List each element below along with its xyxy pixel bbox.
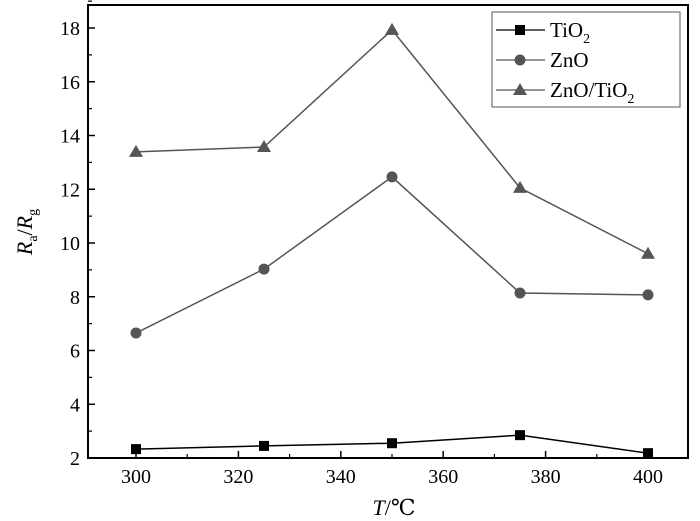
data-point <box>514 287 526 299</box>
data-point <box>513 180 527 193</box>
series-zno <box>130 171 654 339</box>
series-zno-tio2 <box>129 22 655 259</box>
x-tick-label: 360 <box>428 466 458 488</box>
y-tick-label: 4 <box>70 394 80 416</box>
data-point <box>642 289 654 301</box>
data-point <box>257 140 271 153</box>
y-tick-label: 10 <box>60 233 80 255</box>
x-tick-label: 380 <box>531 466 561 488</box>
data-point <box>258 263 270 275</box>
series-line <box>135 175 649 334</box>
y-tick-label: 14 <box>60 126 80 148</box>
data-point <box>387 438 397 449</box>
legend-label: ZnO/TiO2 <box>550 78 634 107</box>
data-point <box>385 22 399 35</box>
data-point <box>515 430 525 441</box>
legend-marker <box>514 54 526 66</box>
data-point <box>259 440 269 451</box>
series-tio2 <box>131 430 653 459</box>
y-tick-label: 18 <box>60 18 80 40</box>
data-point <box>643 448 653 459</box>
data-point <box>386 171 398 183</box>
data-point <box>129 144 143 157</box>
y-tick-label: 8 <box>70 287 80 309</box>
y-tick-label: 16 <box>60 72 80 94</box>
data-point <box>131 444 141 455</box>
data-point <box>641 246 655 259</box>
y-tick-label: 12 <box>60 179 80 201</box>
legend-marker <box>513 83 527 95</box>
x-axis-label: T/℃ <box>373 495 416 520</box>
plot-frame <box>87 4 689 459</box>
x-tick-label: 320 <box>223 466 253 488</box>
data-point <box>130 327 142 339</box>
x-tick-label: 400 <box>633 466 663 488</box>
legend-marker <box>515 25 525 35</box>
legend-label: TiO2 <box>550 18 590 47</box>
legend-label: ZnO <box>550 48 589 72</box>
y-tick-label: 6 <box>70 341 80 363</box>
y-axis-label: Ra/Rg <box>12 209 41 256</box>
x-tick-label: 340 <box>326 466 356 488</box>
x-tick-label: 300 <box>121 466 151 488</box>
y-tick-label: 2 <box>70 448 80 470</box>
